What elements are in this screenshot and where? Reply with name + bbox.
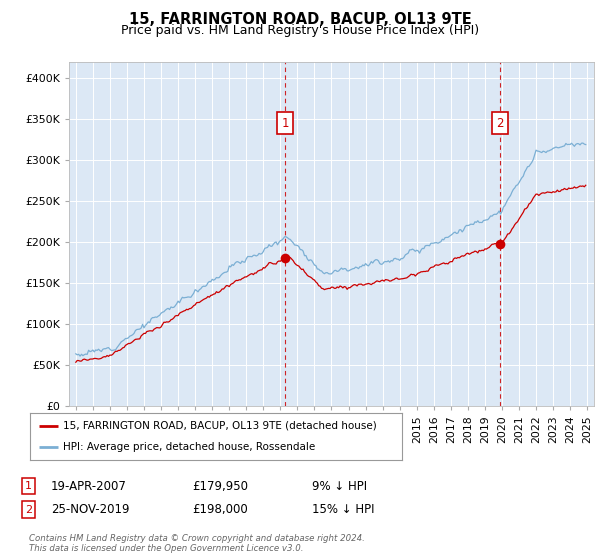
Text: Contains HM Land Registry data © Crown copyright and database right 2024.
This d: Contains HM Land Registry data © Crown c… — [29, 534, 365, 553]
Text: 15, FARRINGTON ROAD, BACUP, OL13 9TE: 15, FARRINGTON ROAD, BACUP, OL13 9TE — [128, 12, 472, 27]
Text: 1: 1 — [281, 116, 289, 129]
Text: £179,950: £179,950 — [192, 479, 248, 493]
Text: 15, FARRINGTON ROAD, BACUP, OL13 9TE (detached house): 15, FARRINGTON ROAD, BACUP, OL13 9TE (de… — [64, 421, 377, 431]
Text: 9% ↓ HPI: 9% ↓ HPI — [312, 479, 367, 493]
Text: 15% ↓ HPI: 15% ↓ HPI — [312, 503, 374, 516]
Text: 1: 1 — [25, 481, 32, 491]
Text: HPI: Average price, detached house, Rossendale: HPI: Average price, detached house, Ross… — [64, 442, 316, 452]
Text: 25-NOV-2019: 25-NOV-2019 — [51, 503, 130, 516]
Text: 19-APR-2007: 19-APR-2007 — [51, 479, 127, 493]
Text: 2: 2 — [25, 505, 32, 515]
Text: 2: 2 — [497, 116, 504, 129]
Text: £198,000: £198,000 — [192, 503, 248, 516]
Text: Price paid vs. HM Land Registry's House Price Index (HPI): Price paid vs. HM Land Registry's House … — [121, 24, 479, 36]
